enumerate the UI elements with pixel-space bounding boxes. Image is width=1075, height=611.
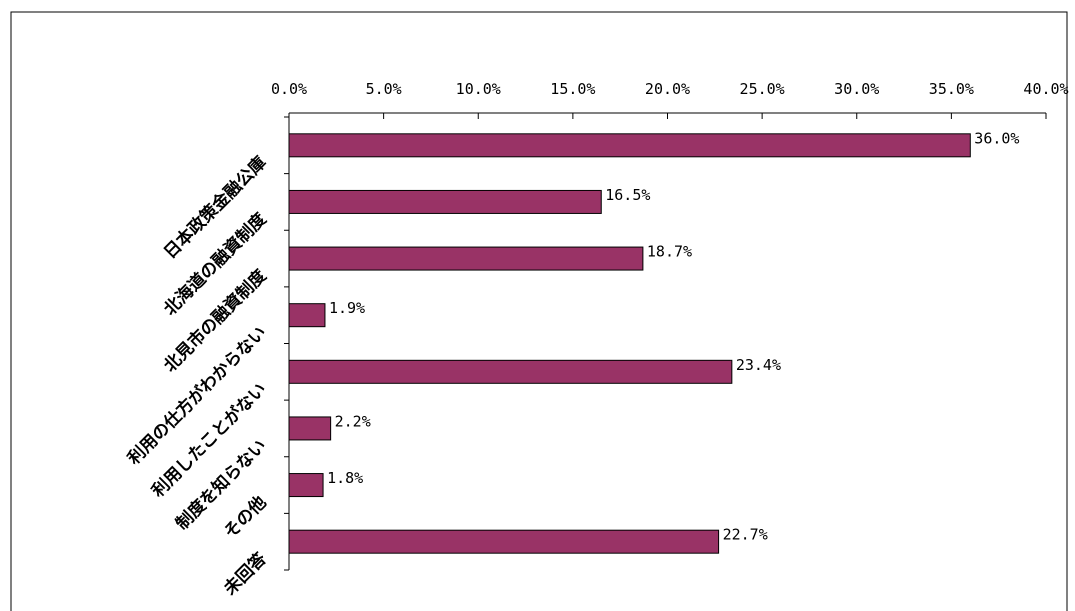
bar <box>288 303 326 328</box>
x-tick-label: 25.0% <box>740 80 785 98</box>
data-label: 2.2% <box>335 412 371 430</box>
data-labels: 36.0% 16.5% 18.7% 1.9% 23.4% 2.2% 1.8% 22.7% <box>327 129 1019 543</box>
data-label: 16.5% <box>605 186 650 204</box>
x-tick-label: 20.0% <box>645 80 690 98</box>
bars <box>288 133 971 554</box>
data-label: 1.9% <box>329 299 365 317</box>
x-tick-label: 40.0% <box>1023 80 1068 98</box>
data-label: 18.7% <box>647 243 692 261</box>
x-tick-label: 0.0% <box>271 80 307 98</box>
bar <box>288 246 644 271</box>
data-label: 22.7% <box>723 526 768 544</box>
x-tick-label: 30.0% <box>834 80 879 98</box>
chart-frame <box>10 11 1068 611</box>
x-tick-label: 5.0% <box>366 80 402 98</box>
bar <box>288 359 733 384</box>
bar <box>288 529 720 554</box>
bar <box>288 473 324 498</box>
x-tick-label: 10.0% <box>456 80 501 98</box>
x-tick-label: 35.0% <box>929 80 974 98</box>
data-label: 36.0% <box>974 129 1019 147</box>
x-tick-labels: 0.0% 5.0% 10.0% 15.0% 20.0% 25.0% 30.0% 35.0% 40… <box>271 80 1069 98</box>
bar <box>288 416 332 441</box>
x-tick-label: 15.0% <box>550 80 595 98</box>
data-label: 1.8% <box>327 469 363 487</box>
data-label: 23.4% <box>736 356 781 374</box>
bar <box>288 189 602 214</box>
bar <box>288 133 971 158</box>
